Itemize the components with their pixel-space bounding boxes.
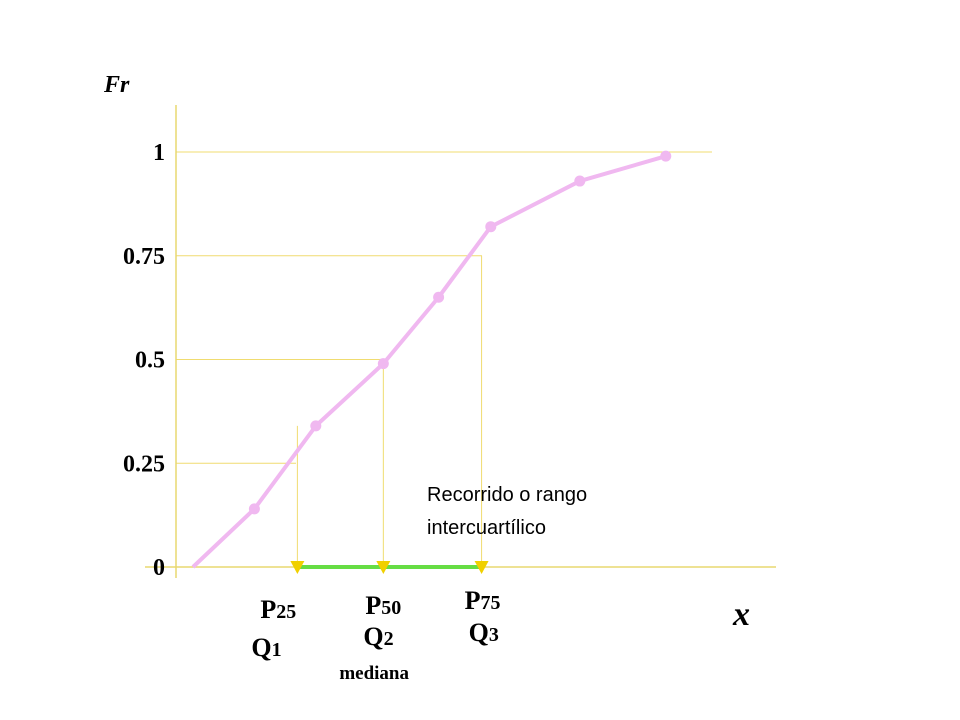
quantile-arrows <box>290 561 489 574</box>
y-tick-labels: 0 0.25 0.5 0.75 1 <box>123 140 165 581</box>
data-point-6 <box>574 175 586 187</box>
x-axis-label: x <box>732 596 750 633</box>
annotation-text: Recorrido o rango intercuartílico <box>427 484 593 539</box>
y-tick-label: 0 <box>153 555 165 581</box>
data-point-3 <box>377 358 389 370</box>
quantile-arrow-2 <box>474 561 489 574</box>
data-point-5 <box>485 221 497 233</box>
quartile-label-1: Q2 <box>363 622 393 651</box>
data-point-7 <box>660 150 672 162</box>
percentile-label-0: P25 <box>260 595 296 624</box>
y-tick-label: 0.25 <box>123 451 165 477</box>
percentile-label-2: P75 <box>465 586 501 615</box>
y-tick-label: 0.75 <box>123 244 165 270</box>
data-point-2 <box>310 420 322 432</box>
y-axis-label: Fr <box>103 72 130 98</box>
percentile-label-1: P50 <box>365 591 401 620</box>
quartile-label-0: Q1 <box>251 633 281 662</box>
quantile-arrow-1 <box>376 561 391 574</box>
median-note: mediana <box>339 663 409 684</box>
y-tick-label: 1 <box>153 140 165 166</box>
cumulative-frequency-line <box>191 154 667 569</box>
y-tick-label: 0.5 <box>135 348 165 374</box>
data-points <box>248 150 672 515</box>
quartile-label-2: Q3 <box>469 618 499 647</box>
data-point-1 <box>248 503 260 515</box>
data-point-4 <box>433 291 445 303</box>
grid-lines <box>176 151 712 464</box>
quantile-arrow-0 <box>290 561 305 574</box>
